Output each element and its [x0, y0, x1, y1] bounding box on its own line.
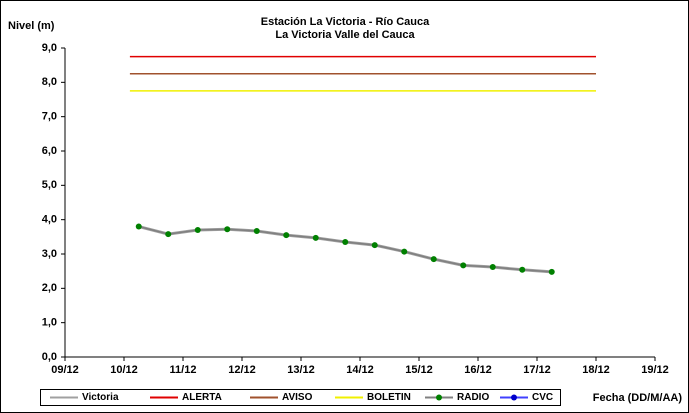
- data-point: [401, 248, 408, 255]
- x-tick-label: 09/12: [51, 364, 79, 376]
- x-tick-label: 15/12: [405, 364, 433, 376]
- y-tick-label: 3,0: [42, 248, 57, 260]
- y-tick-label: 9,0: [42, 42, 57, 54]
- y-tick-label: 7,0: [42, 111, 57, 123]
- x-tick-label: 12/12: [228, 364, 256, 376]
- x-tick-label: 19/12: [641, 364, 669, 376]
- data-point: [224, 226, 231, 233]
- data-point: [460, 262, 467, 269]
- data-point: [489, 264, 496, 271]
- data-point: [342, 238, 349, 245]
- x-axis-label: Fecha (DD/M/AA): [593, 392, 683, 404]
- x-tick-label: 14/12: [346, 364, 374, 376]
- data-point: [135, 223, 142, 230]
- y-tick-label: 4,0: [42, 214, 57, 226]
- y-axis-label: Nivel (m): [8, 20, 55, 32]
- data-point: [194, 226, 201, 233]
- data-point: [253, 227, 260, 234]
- legend-marker: [436, 394, 442, 401]
- data-point: [312, 234, 319, 241]
- data-point: [430, 256, 437, 263]
- legend-label: RADIO: [457, 392, 489, 403]
- data-point: [283, 232, 290, 239]
- legend-label: BOLETIN: [367, 392, 411, 403]
- y-tick-label: 6,0: [42, 145, 57, 157]
- x-tick-label: 16/12: [464, 364, 492, 376]
- legend-label: ALERTA: [182, 392, 222, 403]
- x-tick-label: 10/12: [110, 364, 138, 376]
- data-point: [548, 268, 555, 275]
- data-point: [165, 231, 172, 238]
- x-tick-label: 18/12: [582, 364, 610, 376]
- x-tick-label: 13/12: [287, 364, 315, 376]
- chart-subtitle: La Victoria Valle del Cauca: [275, 29, 415, 41]
- y-tick-label: 1,0: [42, 317, 57, 329]
- y-tick-label: 5,0: [42, 179, 57, 191]
- legend-label: AVISO: [282, 392, 313, 403]
- y-tick-label: 0,0: [42, 351, 57, 363]
- y-tick-label: 2,0: [42, 282, 57, 294]
- y-tick-label: 8,0: [42, 76, 57, 88]
- legend-label: Victoria: [82, 392, 119, 403]
- chart-title: Estación La Victoria - Río Cauca: [261, 16, 430, 28]
- data-point: [519, 266, 526, 273]
- x-tick-label: 11/12: [170, 364, 197, 376]
- data-point: [371, 242, 378, 249]
- legend-marker: [511, 394, 517, 401]
- legend-label: CVC: [532, 392, 553, 403]
- legend-box: [40, 389, 561, 406]
- x-tick-label: 17/12: [523, 364, 551, 376]
